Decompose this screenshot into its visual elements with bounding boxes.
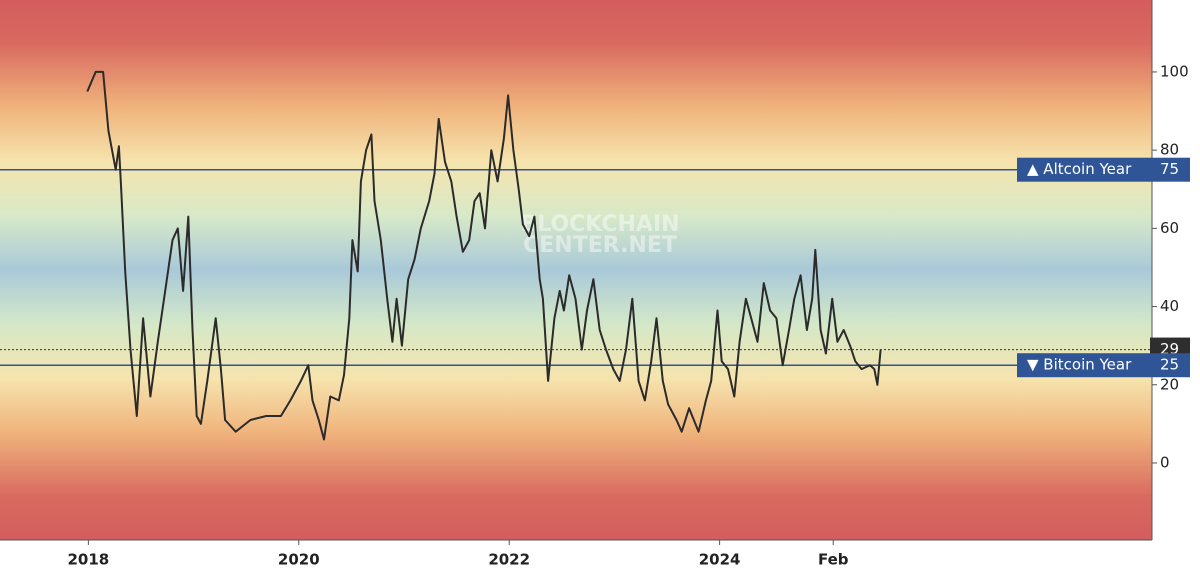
watermark: BLOCKCHAIN xyxy=(520,212,679,237)
x-tick-label: 2020 xyxy=(278,551,320,569)
data-line xyxy=(86,70,882,441)
x-tick-label: 2022 xyxy=(488,551,530,569)
y-tick-label: 20 xyxy=(1160,375,1179,393)
y-tick-label: 100 xyxy=(1160,62,1189,80)
x-tick-label: Feb xyxy=(818,551,849,569)
y-tick-label: 0 xyxy=(1160,453,1170,471)
watermark: CENTER.NET xyxy=(523,233,677,258)
reference-value: 75 xyxy=(1160,160,1179,178)
x-tick-label: 2024 xyxy=(699,551,741,569)
reference-label: ▼ Bitcoin Year xyxy=(1027,356,1132,374)
y-tick-label: 60 xyxy=(1160,219,1179,237)
y-tick-label: 80 xyxy=(1160,141,1179,159)
y-tick-label: 40 xyxy=(1160,297,1179,315)
reference-label-box xyxy=(1017,353,1190,378)
plot-background xyxy=(0,0,1152,540)
x-tick-label: 2018 xyxy=(67,551,109,569)
reference-label-box xyxy=(1017,157,1190,182)
reference-value: 25 xyxy=(1160,356,1179,374)
reference-label: ▲ Altcoin Year xyxy=(1027,160,1132,178)
